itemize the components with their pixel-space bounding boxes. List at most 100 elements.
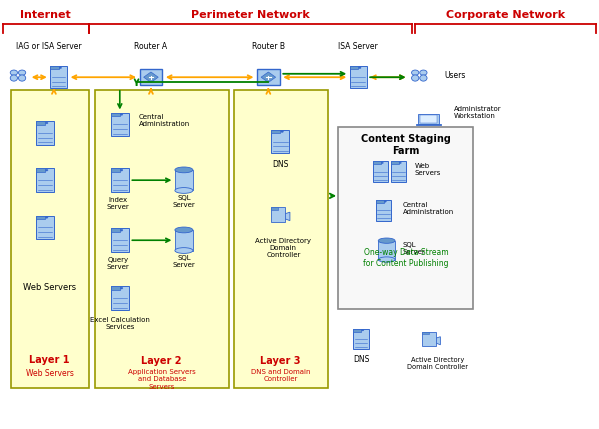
Bar [111, 287, 129, 310]
Bar [373, 161, 388, 182]
Bar [271, 130, 280, 133]
Circle shape [120, 169, 123, 171]
Ellipse shape [175, 248, 193, 254]
Text: Corporate Network: Corporate Network [446, 10, 565, 20]
Bar [379, 241, 395, 260]
Bar [36, 169, 45, 172]
Ellipse shape [412, 75, 419, 81]
Circle shape [281, 131, 283, 133]
Bar [36, 216, 54, 239]
Bar [36, 121, 54, 145]
Text: Layer 2: Layer 2 [141, 356, 182, 366]
Text: Layer 3: Layer 3 [260, 356, 301, 366]
Bar [175, 170, 193, 190]
Text: SQL
Server: SQL Server [403, 242, 425, 255]
Text: DNS and Domain: DNS and Domain [250, 369, 310, 375]
Circle shape [59, 67, 62, 69]
Bar [420, 115, 437, 123]
Text: and Database: and Database [138, 376, 186, 382]
Bar [111, 113, 120, 116]
Text: Router B: Router B [252, 42, 285, 51]
Ellipse shape [175, 187, 193, 193]
Ellipse shape [175, 227, 193, 233]
Ellipse shape [175, 167, 193, 173]
Bar [50, 66, 67, 88]
Bar [36, 168, 54, 192]
Text: Router A: Router A [134, 42, 168, 51]
Polygon shape [144, 72, 158, 82]
Polygon shape [278, 212, 290, 221]
Circle shape [120, 287, 123, 289]
Text: Users: Users [444, 71, 466, 79]
Circle shape [381, 162, 383, 163]
Circle shape [399, 162, 401, 163]
Bar [271, 207, 285, 222]
Bar [111, 169, 120, 172]
Circle shape [120, 230, 123, 231]
Bar [422, 332, 429, 334]
Bar [111, 168, 129, 192]
Text: Servers: Servers [149, 384, 175, 390]
Text: One-way Data Stream
for Content Publishing: One-way Data Stream for Content Publishi… [363, 248, 449, 268]
Polygon shape [429, 337, 440, 345]
Text: Administrator
Workstation: Administrator Workstation [453, 106, 501, 119]
Text: Farm: Farm [392, 146, 419, 156]
Bar [350, 66, 367, 88]
Polygon shape [261, 72, 276, 82]
Ellipse shape [420, 75, 427, 81]
Text: Active Directory
Domain
Controller: Active Directory Domain Controller [255, 238, 311, 258]
Circle shape [10, 70, 17, 75]
Ellipse shape [19, 75, 26, 81]
Bar [257, 69, 280, 85]
Text: Perimeter Network: Perimeter Network [191, 10, 310, 20]
Bar [140, 69, 162, 85]
Bar [416, 124, 441, 125]
Circle shape [46, 169, 48, 171]
Text: DNS: DNS [353, 355, 370, 364]
Bar [422, 332, 436, 346]
Text: Active Directory
Domain Controller: Active Directory Domain Controller [407, 357, 468, 370]
Circle shape [420, 70, 427, 75]
Circle shape [19, 70, 26, 75]
Circle shape [384, 201, 386, 202]
Circle shape [46, 122, 48, 124]
Text: SQL
Server: SQL Server [173, 195, 195, 208]
Bar [338, 127, 473, 309]
Ellipse shape [378, 238, 395, 243]
Text: Application Servers: Application Servers [128, 369, 196, 375]
Bar [95, 90, 229, 388]
Text: ISA Server: ISA Server [338, 42, 378, 51]
Text: Layer 1: Layer 1 [29, 355, 70, 366]
Bar [373, 161, 381, 164]
Bar [350, 66, 358, 69]
Circle shape [120, 114, 123, 115]
Bar [376, 200, 392, 221]
Bar [418, 114, 438, 124]
Bar [36, 121, 45, 125]
Text: Controller: Controller [263, 376, 298, 382]
Circle shape [412, 70, 419, 75]
Text: Internet: Internet [20, 10, 71, 20]
Bar [11, 90, 89, 388]
Bar [271, 130, 289, 153]
Text: IAG or ISA Server: IAG or ISA Server [16, 42, 82, 51]
Circle shape [359, 67, 361, 69]
Circle shape [362, 329, 364, 331]
Bar [111, 287, 120, 290]
Bar [175, 230, 193, 251]
Bar [111, 228, 129, 252]
Bar [234, 90, 328, 388]
Bar [353, 329, 361, 332]
Text: Web
Servers: Web Servers [415, 163, 441, 176]
Text: Web Servers: Web Servers [26, 369, 74, 378]
Text: Query
Server: Query Server [107, 257, 129, 270]
Text: SQL
Server: SQL Server [173, 255, 195, 268]
Bar [353, 329, 369, 349]
Bar [376, 200, 383, 203]
Bar [50, 66, 59, 69]
Text: Excel Calculation
Services: Excel Calculation Services [90, 317, 150, 329]
Bar [391, 161, 406, 182]
Text: Index
Server: Index Server [107, 197, 129, 210]
Bar [111, 228, 120, 232]
Text: DNS: DNS [272, 160, 289, 169]
